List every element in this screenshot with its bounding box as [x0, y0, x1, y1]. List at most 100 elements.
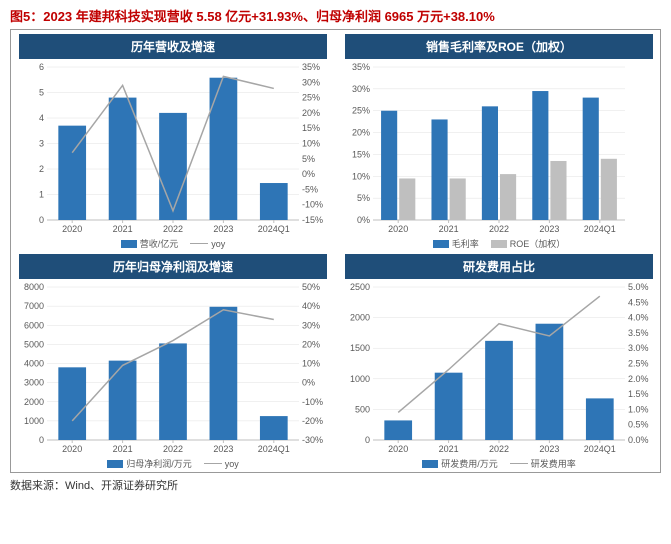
svg-text:5%: 5% — [302, 154, 315, 164]
svg-text:2.0%: 2.0% — [628, 374, 649, 384]
bar-secondary — [550, 161, 566, 220]
svg-text:15%: 15% — [302, 123, 320, 133]
svg-text:0%: 0% — [302, 169, 315, 179]
svg-text:2: 2 — [39, 164, 44, 174]
svg-text:4.5%: 4.5% — [628, 297, 649, 307]
svg-text:1000: 1000 — [350, 374, 370, 384]
bar — [210, 78, 238, 220]
svg-text:2022: 2022 — [163, 224, 183, 234]
legend-label: 毛利率 — [452, 237, 479, 250]
svg-text:500: 500 — [355, 404, 370, 414]
svg-text:0: 0 — [39, 215, 44, 225]
svg-text:2024Q1: 2024Q1 — [584, 224, 616, 234]
svg-text:30%: 30% — [302, 77, 320, 87]
bar — [384, 420, 412, 440]
svg-text:4000: 4000 — [24, 359, 44, 369]
bar — [159, 343, 187, 440]
bar — [159, 113, 187, 220]
svg-text:2020: 2020 — [388, 224, 408, 234]
chart-legend: 营收/亿元 yoy — [13, 236, 333, 250]
legend-label: yoy — [225, 459, 239, 469]
bar — [485, 341, 513, 440]
svg-text:35%: 35% — [302, 62, 320, 72]
svg-text:10%: 10% — [302, 139, 320, 149]
bar — [586, 398, 614, 440]
svg-text:1500: 1500 — [350, 343, 370, 353]
bar — [109, 361, 137, 440]
svg-text:4.0%: 4.0% — [628, 313, 649, 323]
legend-label: 研发费用/万元 — [441, 457, 498, 470]
svg-text:-15%: -15% — [302, 215, 323, 225]
legend-label: ROE（加权） — [510, 237, 566, 250]
svg-text:0%: 0% — [357, 215, 370, 225]
chart-cell: 历年归母净利润及增速010002000300040005000600070008… — [13, 254, 333, 470]
svg-text:-20%: -20% — [302, 416, 323, 426]
legend-label: 归母净利润/万元 — [126, 457, 192, 470]
svg-text:1.0%: 1.0% — [628, 404, 649, 414]
svg-text:0.0%: 0.0% — [628, 435, 649, 445]
svg-text:35%: 35% — [352, 62, 370, 72]
charts-frame: 历年营收及增速0123456-15%-10%-5%0%5%10%15%20%25… — [10, 29, 661, 473]
svg-text:2500: 2500 — [350, 282, 370, 292]
svg-text:5000: 5000 — [24, 339, 44, 349]
svg-text:2021: 2021 — [439, 224, 459, 234]
svg-text:15%: 15% — [352, 149, 370, 159]
svg-text:2.5%: 2.5% — [628, 359, 649, 369]
svg-text:2022: 2022 — [163, 444, 183, 454]
bar-primary — [431, 119, 447, 220]
chart-title: 历年归母净利润及增速 — [19, 254, 327, 279]
source-label: 数据来源：Wind、开源证券研究所 — [0, 473, 671, 499]
svg-text:-30%: -30% — [302, 435, 323, 445]
svg-text:2024Q1: 2024Q1 — [258, 224, 290, 234]
chart-svg: 010002000300040005000600070008000-30%-20… — [13, 281, 333, 456]
svg-text:5.0%: 5.0% — [628, 282, 649, 292]
svg-text:3.5%: 3.5% — [628, 328, 649, 338]
svg-text:2024Q1: 2024Q1 — [584, 444, 616, 454]
chart-cell: 销售毛利率及ROE（加权）0%5%10%15%20%25%30%35%20202… — [339, 34, 659, 250]
svg-text:2020: 2020 — [62, 224, 82, 234]
svg-text:2021: 2021 — [113, 444, 133, 454]
bar-primary — [583, 98, 599, 220]
svg-text:2020: 2020 — [388, 444, 408, 454]
legend-label: yoy — [211, 239, 225, 249]
bar-secondary — [500, 174, 516, 220]
bar-secondary — [399, 178, 415, 220]
svg-text:4: 4 — [39, 113, 44, 123]
svg-text:20%: 20% — [352, 128, 370, 138]
svg-text:0.5%: 0.5% — [628, 420, 649, 430]
svg-text:2022: 2022 — [489, 444, 509, 454]
svg-text:25%: 25% — [302, 93, 320, 103]
chart-svg: 0%5%10%15%20%25%30%35%202020212022202320… — [339, 61, 659, 236]
bar — [536, 324, 564, 440]
svg-text:10%: 10% — [302, 359, 320, 369]
svg-text:2023: 2023 — [539, 224, 559, 234]
svg-text:10%: 10% — [352, 171, 370, 181]
svg-text:50%: 50% — [302, 282, 320, 292]
svg-text:1000: 1000 — [24, 416, 44, 426]
chart-svg: 050010001500200025000.0%0.5%1.0%1.5%2.0%… — [339, 281, 659, 456]
svg-text:2000: 2000 — [350, 313, 370, 323]
bar-secondary — [450, 178, 466, 220]
svg-text:0: 0 — [365, 435, 370, 445]
svg-text:3000: 3000 — [24, 378, 44, 388]
svg-text:-10%: -10% — [302, 397, 323, 407]
svg-text:20%: 20% — [302, 108, 320, 118]
bar-primary — [532, 91, 548, 220]
bar-primary — [381, 111, 397, 220]
bar-primary — [482, 106, 498, 220]
svg-text:40%: 40% — [302, 301, 320, 311]
figure-title: 图5：2023 年建邦科技实现营收 5.58 亿元+31.93%、归母净利润 6… — [0, 0, 671, 29]
svg-text:30%: 30% — [352, 84, 370, 94]
svg-text:2021: 2021 — [439, 444, 459, 454]
bar — [260, 416, 288, 440]
svg-text:25%: 25% — [352, 106, 370, 116]
charts-grid: 历年营收及增速0123456-15%-10%-5%0%5%10%15%20%25… — [13, 34, 658, 470]
chart-title: 历年营收及增速 — [19, 34, 327, 59]
svg-text:30%: 30% — [302, 320, 320, 330]
svg-text:2020: 2020 — [62, 444, 82, 454]
bar — [58, 367, 86, 440]
chart-legend: 毛利率 ROE（加权） — [339, 236, 659, 250]
legend-label: 营收/亿元 — [140, 237, 179, 250]
svg-text:2022: 2022 — [489, 224, 509, 234]
svg-text:2000: 2000 — [24, 397, 44, 407]
